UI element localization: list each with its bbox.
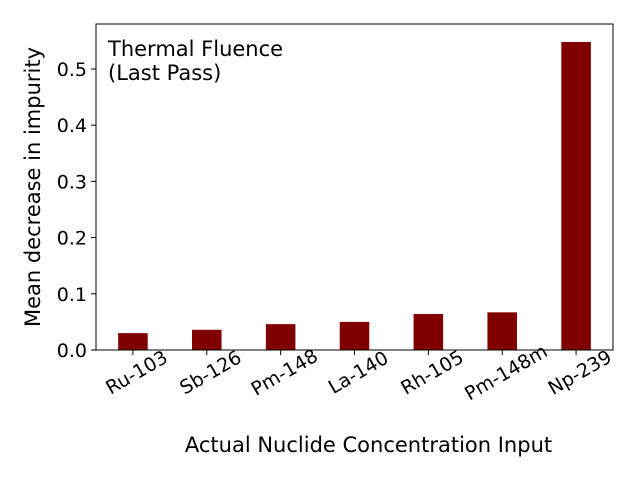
y-axis: 0.0 0.1 0.2 0.3 0.4 0.5 (57, 59, 96, 362)
bar-ru-103 (118, 333, 148, 350)
x-tick-label: Rh-105 (397, 346, 467, 399)
y-tick-label: 0.2 (57, 228, 87, 250)
y-tick-label: 0.4 (57, 115, 87, 137)
y-tick-label: 0.0 (57, 340, 87, 362)
x-tick-label: Pm-148 (247, 345, 321, 401)
annotation-line-2: (Last Pass) (108, 61, 221, 85)
bars-group (118, 41, 591, 350)
plot-frame (95, 23, 614, 351)
bar-pm-148 (265, 324, 296, 350)
x-tick-label: Ru-103 (102, 346, 171, 399)
bar-la-140 (339, 321, 370, 350)
bar-rh-105 (413, 314, 444, 350)
bar-pm-148m (487, 312, 517, 350)
x-tick-label: Sb-126 (176, 346, 245, 399)
x-tick-label: Np-239 (545, 346, 616, 400)
annotation-line-1: Thermal Fluence (107, 37, 283, 61)
bar-sb-126 (192, 329, 222, 350)
y-axis-label: Mean decrease in impurity (21, 47, 45, 327)
y-tick-label: 0.5 (57, 59, 87, 81)
bar-np-239 (561, 41, 591, 350)
x-axis-label: Actual Nuclide Concentration Input (185, 433, 552, 457)
x-tick-label: La-140 (325, 347, 393, 399)
y-tick-label: 0.1 (57, 284, 87, 306)
y-tick-label: 0.3 (57, 171, 87, 193)
